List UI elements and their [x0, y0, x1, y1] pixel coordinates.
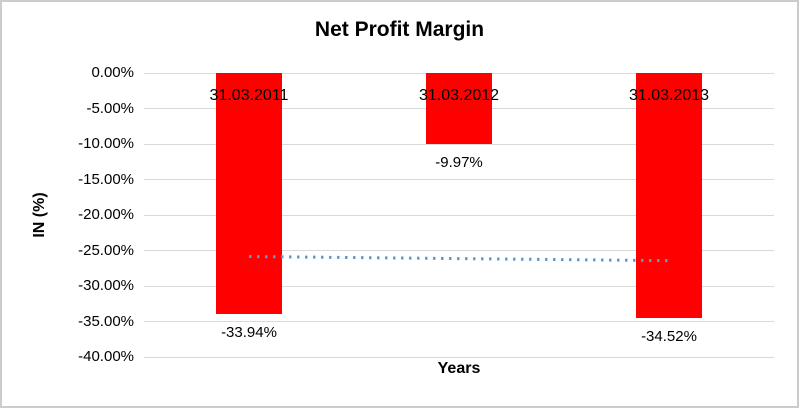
y-tick-label: -10.00%: [78, 135, 134, 152]
bar: [426, 73, 492, 144]
gridline: [144, 179, 774, 180]
y-tick-label: -30.00%: [78, 277, 134, 294]
y-tick-label: -25.00%: [78, 241, 134, 259]
gridline: [144, 285, 774, 287]
gridline: [144, 356, 774, 358]
y-tick-label: -35.00%: [78, 312, 134, 330]
x-axis-title: Years: [437, 360, 481, 377]
gridline: [144, 143, 774, 145]
y-tick-label: -20.00%: [78, 206, 134, 223]
trendline: [248, 255, 670, 263]
y-tick-label: 0.00%: [91, 64, 134, 81]
category-label: 31.03.2013: [628, 87, 710, 104]
chart-title: Net Profit Margin: [314, 18, 485, 41]
category-label: 31.03.2011: [209, 87, 289, 104]
gridline: [144, 321, 774, 322]
plot-area: 31.03.2011 -33.94% 31.03.2012 -9.97% 31.03.2…: [144, 72, 774, 358]
gridline: [144, 214, 774, 216]
y-tick-label: -40.00%: [78, 348, 134, 365]
bar: [216, 73, 282, 314]
data-label: -33.94%: [221, 323, 277, 341]
gridline: [144, 250, 774, 251]
y-tick-label: -15.00%: [78, 170, 134, 188]
category-label: 31.03.2012: [418, 87, 500, 104]
data-label: -9.97%: [435, 153, 483, 171]
bar: [636, 73, 702, 319]
y-tick-label: -5.00%: [86, 99, 134, 117]
data-label: -34.52%: [641, 328, 697, 346]
